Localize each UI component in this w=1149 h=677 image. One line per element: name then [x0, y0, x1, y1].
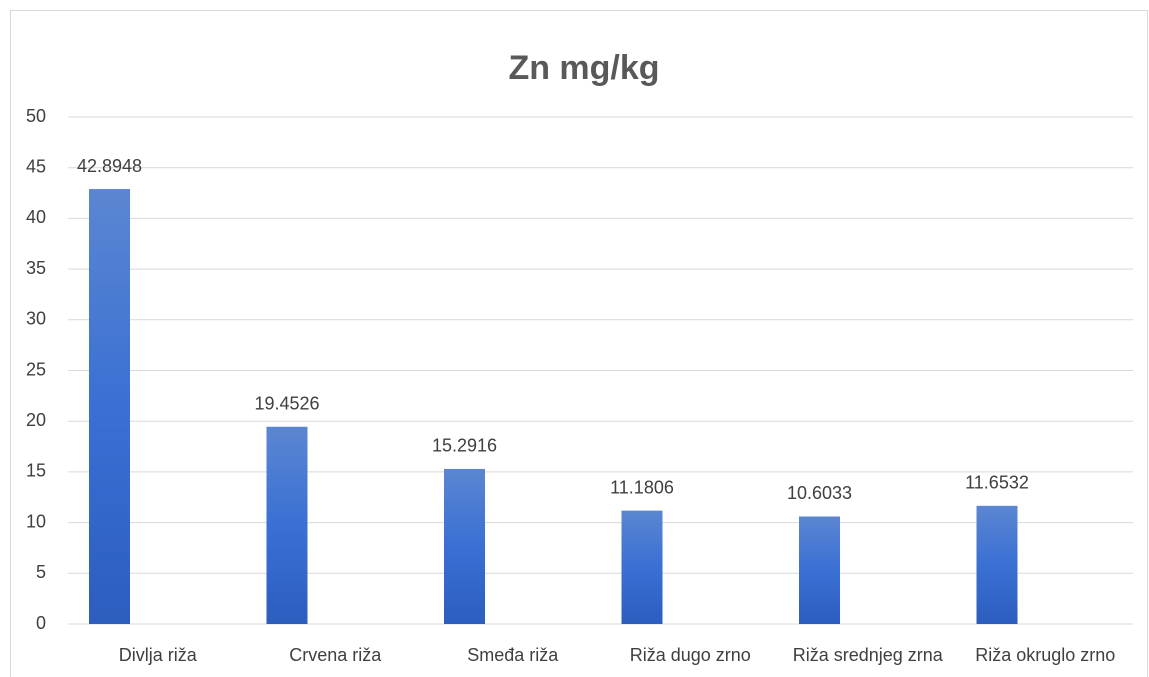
data-label: 42.8948: [77, 156, 142, 176]
x-tick-label: Divlja riža: [119, 645, 198, 665]
y-tick-label: 30: [26, 309, 46, 329]
data-label: 15.2916: [432, 436, 497, 456]
bar: [444, 468, 485, 624]
chart-border: [10, 10, 1148, 677]
y-tick-label: 50: [26, 106, 46, 126]
x-tick-label: Smeđa riža: [467, 645, 559, 665]
x-tick-label: Crvena riža: [289, 645, 382, 665]
x-tick-label: Riža dugo zrno: [630, 645, 751, 665]
y-tick-label: 40: [26, 207, 46, 227]
y-tick-label: 0: [36, 613, 46, 633]
bar: [799, 516, 840, 624]
bar: [976, 505, 1018, 624]
y-tick-label: 15: [26, 461, 46, 481]
y-tick-label: 20: [26, 410, 46, 430]
y-tick-label: 35: [26, 258, 46, 278]
y-tick-label: 10: [26, 511, 46, 531]
bar: [89, 189, 130, 624]
data-label: 19.4526: [254, 394, 319, 414]
x-tick-label: Riža srednjeg zrna: [793, 645, 944, 665]
bar: [621, 510, 663, 624]
data-label: 11.1806: [610, 477, 674, 497]
bar: [266, 426, 308, 624]
chart-title: Zn mg/kg: [508, 49, 659, 87]
x-tick-label: Riža okruglo zrno: [975, 645, 1115, 665]
y-tick-label: 25: [26, 359, 46, 379]
y-tick-label: 5: [36, 562, 46, 582]
data-label: 10.6033: [787, 483, 852, 503]
data-label: 11.6532: [965, 473, 1029, 493]
y-tick-label: 45: [26, 156, 46, 176]
